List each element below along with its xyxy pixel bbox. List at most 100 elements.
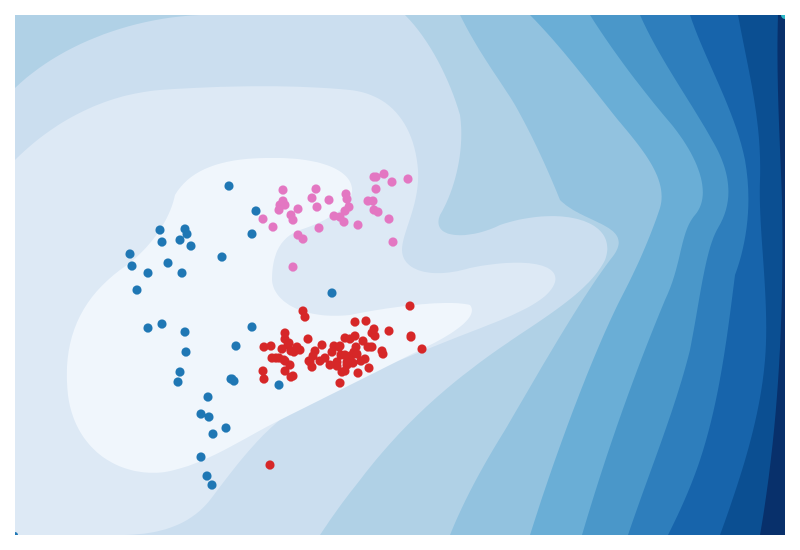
scatter-point (320, 353, 330, 363)
scatter-point (329, 211, 339, 221)
scatter-point (247, 322, 257, 332)
scatter-point (292, 342, 302, 352)
scatter-point (221, 423, 231, 433)
scatter-point (258, 366, 268, 376)
scatter-point (311, 184, 321, 194)
scatter-point (379, 169, 389, 179)
scatter-point (350, 331, 360, 341)
scatter-point (406, 331, 416, 341)
scatter-point (403, 174, 413, 184)
contour-band-0 (66, 157, 472, 473)
scatter-point (368, 196, 378, 206)
scatter-point (182, 229, 192, 239)
scatter-point (224, 181, 234, 191)
scatter-point (231, 341, 241, 351)
scatter-point (132, 285, 142, 295)
scatter-point (314, 223, 324, 233)
scatter-point (303, 334, 313, 344)
scatter-point (157, 319, 167, 329)
scatter-point (196, 452, 206, 462)
scatter-point (341, 189, 351, 199)
scatter-point (251, 206, 261, 216)
scatter-point (204, 412, 214, 422)
scatter-point (177, 268, 187, 278)
scatter-point (229, 376, 239, 386)
scatter-point (352, 349, 362, 359)
scatter-point (217, 252, 227, 262)
scatter-point (327, 288, 337, 298)
scatter-point (175, 367, 185, 377)
scatter-point (370, 331, 380, 341)
scatter-point (335, 378, 345, 388)
scatter-point (371, 184, 381, 194)
scatter-point (312, 202, 322, 212)
scatter-point (163, 258, 173, 268)
scatter-point (186, 241, 196, 251)
scatter-point (155, 225, 165, 235)
scatter-point (175, 235, 185, 245)
scatter-point (317, 340, 327, 350)
scatter-point (384, 326, 394, 336)
scatter-point (363, 342, 373, 352)
scatter-point (353, 368, 363, 378)
scatter-point (247, 229, 257, 239)
scatter-point (267, 353, 277, 363)
scatter-point (371, 172, 381, 182)
scatter-point (300, 312, 310, 322)
scatter-point (196, 409, 206, 419)
scatter-point (203, 392, 213, 402)
scatter-point (417, 344, 427, 354)
scatter-point (265, 460, 275, 470)
scatter-point (388, 237, 398, 247)
contour-background (15, 15, 785, 535)
scatter-point (207, 480, 217, 490)
scatter-point (288, 262, 298, 272)
scatter-point (284, 338, 294, 348)
scatter-point (361, 316, 371, 326)
scatter-point (332, 361, 342, 371)
scatter-point (259, 374, 269, 384)
scatter-point (288, 215, 298, 225)
scatter-point (350, 317, 360, 327)
scatter-point (356, 356, 366, 366)
scatter-point (143, 268, 153, 278)
scatter-point (387, 177, 397, 187)
scatter-point (405, 301, 415, 311)
scatter-point (125, 249, 135, 259)
scatter-point (127, 261, 137, 271)
scatter-point (258, 214, 268, 224)
scatter-point (202, 471, 212, 481)
scatter-point (279, 355, 289, 365)
scatter-point (344, 202, 354, 212)
scatter-point (293, 204, 303, 214)
scatter-point (369, 324, 379, 334)
scatter-point (280, 328, 290, 338)
scatter-point (327, 347, 337, 357)
scatter-points (125, 169, 427, 490)
scatter-point (157, 237, 167, 247)
scatter-point (335, 341, 345, 351)
scatter-point (173, 377, 183, 387)
scatter-point (308, 351, 318, 361)
scatter-point (307, 193, 317, 203)
scatter-point (339, 217, 349, 227)
scatter-point (278, 196, 288, 206)
scatter-point (342, 357, 352, 367)
scatter-point (377, 346, 387, 356)
scatter-point (259, 342, 269, 352)
scatter-point (286, 372, 296, 382)
corner-accent-top-right (781, 15, 785, 19)
scatter-point (325, 360, 335, 370)
scatter-point (266, 341, 276, 351)
scatter-point (384, 214, 394, 224)
scatter-point (353, 220, 363, 230)
scatter-point (340, 350, 350, 360)
scatter-point (277, 344, 287, 354)
scatter-point (208, 429, 218, 439)
scatter-point (143, 323, 153, 333)
corner-accent-bottom-left (15, 532, 18, 535)
scatter-point (274, 380, 284, 390)
scatter-point (324, 195, 334, 205)
scatter-point (293, 230, 303, 240)
